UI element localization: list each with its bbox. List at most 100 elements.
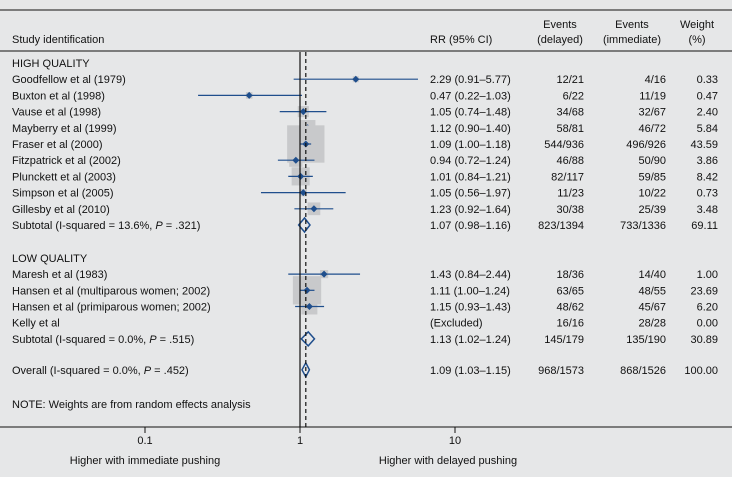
x-tick-label-1: 1 — [297, 435, 303, 447]
group-1-study-1-name: Hansen et al (multiparous women; 2002) — [12, 285, 210, 297]
group-0-study-1-delayed: 6/22 — [563, 90, 584, 102]
group-1-study-0-immediate: 14/40 — [638, 269, 666, 281]
group-1-study-1-immediate: 48/55 — [638, 285, 666, 297]
group-0-study-2-weight: 2.40 — [697, 107, 718, 119]
group-0-study-4-immediate: 496/926 — [626, 139, 666, 151]
group-1-study-3-weight: 0.00 — [697, 318, 718, 330]
group-0-study-6-immediate: 59/85 — [638, 171, 666, 183]
overall-label: Overall (I-squared = 0.0%, P = .452) — [12, 365, 189, 377]
group-0-study-3-name: Mayberry et al (1999) — [12, 123, 117, 135]
header-study: Study identification — [12, 34, 104, 46]
group-0-study-6-point — [297, 172, 305, 180]
overall-label-p: P — [144, 365, 152, 377]
group-0-study-2-point — [299, 108, 307, 116]
marks-layer — [198, 75, 418, 379]
favours-left-label: Higher with immediate pushing — [70, 455, 220, 467]
group-0-study-7-point — [299, 189, 307, 197]
header-weight-2: (%) — [688, 34, 705, 46]
group-0-subtotal-rr: 1.07 (0.98–1.16) — [430, 220, 511, 232]
header-events-delayed-2: (delayed) — [537, 34, 583, 46]
group-1-study-3-name: Kelly et al — [12, 318, 60, 330]
group-0-study-2-immediate: 32/67 — [638, 107, 666, 119]
group-0-study-0-rr: 2.29 (0.91–5.77) — [430, 74, 511, 86]
group-0-study-0-weight: 0.33 — [697, 74, 718, 86]
group-1-subtotal-delayed: 145/179 — [544, 334, 584, 346]
group-0-study-0-immediate: 4/16 — [645, 74, 666, 86]
group-0-study-2-delayed: 34/68 — [556, 107, 584, 119]
group-0-subtotal-label: Subtotal (I-squared = 13.6%, P = .321) — [12, 220, 200, 232]
overall-label-post: = .452) — [151, 365, 189, 377]
header-events-immediate-1: Events — [615, 19, 649, 31]
overall-diamond — [301, 361, 311, 379]
group-0-study-0-delayed: 12/21 — [556, 74, 584, 86]
note: NOTE: Weights are from random effects an… — [12, 399, 251, 411]
group-0-study-6-delayed: 82/117 — [551, 171, 584, 183]
group-1-study-2-immediate: 45/67 — [638, 302, 666, 314]
group-0-study-8-point — [310, 205, 318, 213]
group-0-study-8-rr: 1.23 (0.92–1.64) — [430, 204, 511, 216]
group-0-study-5-point — [292, 156, 300, 164]
group-1-study-2-point — [305, 303, 313, 310]
header-events-immediate-2: (immediate) — [603, 34, 661, 46]
group-0-study-4-rr: 1.09 (1.00–1.18) — [430, 139, 511, 151]
group-0-study-0-name: Goodfellow et al (1979) — [12, 74, 126, 86]
group-0-study-5-weight: 3.86 — [697, 155, 718, 167]
group-0-study-1-point — [245, 91, 253, 99]
group-0-study-8-delayed: 30/38 — [556, 204, 584, 216]
group-0-study-8-weight: 3.48 — [697, 204, 718, 216]
group-0-label: HIGH QUALITY — [12, 58, 90, 70]
group-0-study-7-rr: 1.05 (0.56–1.97) — [430, 188, 511, 200]
group-0-study-8-immediate: 25/39 — [638, 204, 666, 216]
favours-right-label: Higher with delayed pushing — [379, 455, 517, 467]
group-1-subtotal-diamond — [300, 330, 316, 347]
group-0-subtotal-label-pre: Subtotal (I-squared = 13.6%, — [12, 220, 155, 232]
group-0-study-7-delayed: 11/23 — [557, 188, 584, 200]
group-1-subtotal-weight: 30.89 — [690, 334, 718, 346]
group-1-study-0-name: Maresh et al (1983) — [12, 269, 107, 281]
group-1-study-3-immediate: 28/28 — [638, 318, 666, 330]
group-0-subtotal-immediate: 733/1336 — [620, 220, 666, 232]
overall-label-pre: Overall (I-squared = 0.0%, — [12, 365, 144, 377]
rows-layer: HIGH QUALITY Goodfellow et al (1979) 2.29 … — [12, 58, 718, 377]
group-1-study-2-rr: 1.15 (0.93–1.43) — [430, 302, 511, 314]
group-1-study-0-rr: 1.43 (0.84–2.44) — [430, 269, 511, 281]
group-0-study-1-rr: 0.47 (0.22–1.03) — [430, 90, 511, 102]
group-1-subtotal-label-post: = .515) — [157, 334, 195, 346]
group-0-study-4-weight: 43.59 — [690, 139, 718, 151]
group-1-subtotal-label: Subtotal (I-squared = 0.0%, P = .515) — [12, 334, 194, 346]
group-0-study-7-immediate: 10/22 — [638, 188, 666, 200]
group-1-subtotal-label-p: P — [149, 334, 157, 346]
group-1-study-3-delayed: 16/16 — [556, 318, 584, 330]
group-1-label: LOW QUALITY — [12, 253, 88, 265]
header-events-delayed-1: Events — [543, 19, 577, 31]
group-1-study-1-weight: 23.69 — [690, 285, 718, 297]
group-0-study-5-rr: 0.94 (0.72–1.24) — [430, 155, 511, 167]
group-0-subtotal-diamond — [297, 216, 311, 234]
overall-delayed: 968/1573 — [538, 365, 584, 377]
group-0-study-1-name: Buxton et al (1998) — [12, 90, 105, 102]
group-0-study-3-immediate: 46/72 — [638, 123, 666, 135]
group-0-study-3-weight: 5.84 — [697, 123, 718, 135]
group-0-study-7-name: Simpson et al (2005) — [12, 188, 114, 200]
group-1-study-1-delayed: 63/65 — [556, 285, 584, 297]
group-0-study-6-weight: 8.42 — [697, 171, 718, 183]
group-1-study-2-name: Hansen et al (primiparous women; 2002) — [12, 302, 211, 314]
group-1-study-3-rr: (Excluded) — [430, 318, 483, 330]
x-tick-label-0: 0.1 — [137, 435, 152, 447]
overall-rr: 1.09 (1.03–1.15) — [430, 365, 511, 377]
group-0-study-7-weight: 0.73 — [697, 188, 718, 200]
header-rr: RR (95% CI) — [430, 34, 492, 46]
group-0-study-3-rr: 1.12 (0.90–1.40) — [430, 123, 511, 135]
group-0-subtotal-label-p: P — [155, 220, 163, 232]
group-1-study-2-weight: 6.20 — [697, 302, 718, 314]
group-0-study-3-delayed: 58/81 — [556, 123, 584, 135]
group-1-subtotal-label-pre: Subtotal (I-squared = 0.0%, — [12, 334, 149, 346]
group-1-study-2-delayed: 48/62 — [556, 302, 584, 314]
x-axis: 0.1 1 10 — [137, 52, 461, 447]
group-0-subtotal-delayed: 823/1394 — [538, 220, 584, 232]
group-1-study-0-weight: 1.00 — [697, 269, 718, 281]
group-1-study-1-rr: 1.11 (1.00–1.24) — [430, 285, 510, 297]
group-1-subtotal-rr: 1.13 (1.02–1.24) — [430, 334, 511, 346]
group-0-study-4-delayed: 544/936 — [544, 139, 584, 151]
